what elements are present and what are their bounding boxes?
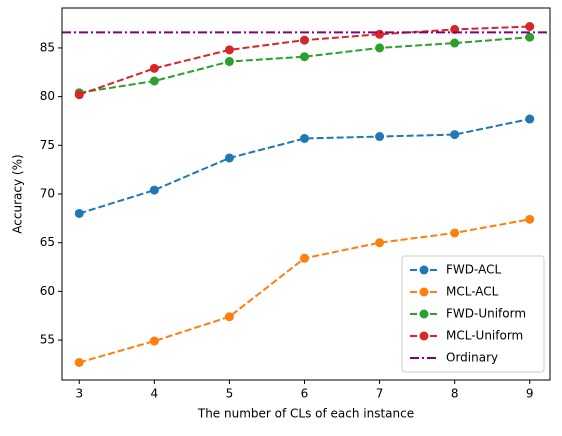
marker xyxy=(299,35,309,45)
marker xyxy=(525,114,535,124)
marker xyxy=(149,336,159,346)
x-tick-label: 6 xyxy=(301,387,309,401)
y-tick-label: 80 xyxy=(40,89,55,103)
marker xyxy=(74,208,84,218)
marker xyxy=(450,228,460,238)
legend-marker xyxy=(419,287,429,297)
y-tick-label: 55 xyxy=(40,333,55,347)
y-tick-label: 85 xyxy=(40,40,55,54)
marker xyxy=(375,29,385,39)
marker xyxy=(525,32,535,42)
x-axis-label: The number of CLs of each instance xyxy=(197,407,414,421)
x-tick-label: 4 xyxy=(151,387,159,401)
marker xyxy=(224,57,234,67)
marker xyxy=(375,43,385,53)
marker xyxy=(299,133,309,143)
x-tick-label: 3 xyxy=(75,387,83,401)
x-tick-label: 9 xyxy=(526,387,534,401)
y-tick-label: 70 xyxy=(40,187,55,201)
legend-marker xyxy=(419,265,429,275)
marker xyxy=(224,153,234,163)
legend-label: FWD-ACL xyxy=(446,263,501,277)
legend-marker xyxy=(419,309,429,319)
x-tick-label: 5 xyxy=(226,387,234,401)
legend-label: MCL-ACL xyxy=(446,285,499,299)
marker xyxy=(450,38,460,48)
marker xyxy=(224,45,234,55)
legend-label: MCL-Uniform xyxy=(446,329,523,343)
marker xyxy=(74,90,84,100)
plot-frame xyxy=(61,7,551,381)
marker xyxy=(149,63,159,73)
marker xyxy=(74,357,84,367)
series-line xyxy=(78,118,530,215)
marker xyxy=(149,185,159,195)
marker xyxy=(299,253,309,263)
legend-label: Ordinary xyxy=(446,351,498,365)
y-tick-label: 60 xyxy=(40,284,55,298)
legend xyxy=(401,255,545,373)
y-axis-label: Accuracy (%) xyxy=(11,154,25,233)
marker xyxy=(224,312,234,322)
marker xyxy=(149,76,159,86)
series-line xyxy=(79,36,530,94)
y-tick-label: 65 xyxy=(40,235,55,249)
x-tick-label: 7 xyxy=(376,387,384,401)
marker xyxy=(525,22,535,32)
marker xyxy=(450,130,460,140)
legend-label: FWD-Uniform xyxy=(446,307,526,321)
marker xyxy=(525,214,535,224)
x-tick-label: 8 xyxy=(451,387,459,401)
marker xyxy=(375,132,385,142)
legend-marker xyxy=(419,331,429,341)
marker xyxy=(375,238,385,248)
y-tick-label: 75 xyxy=(40,138,55,152)
marker xyxy=(299,52,309,62)
